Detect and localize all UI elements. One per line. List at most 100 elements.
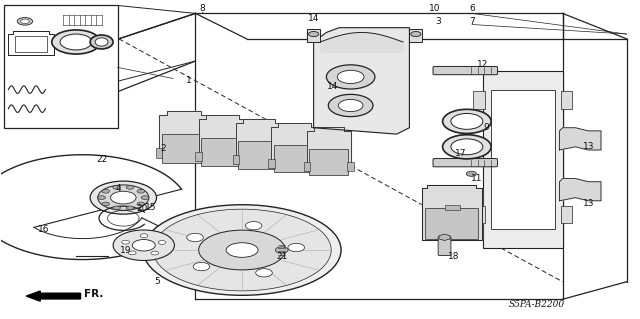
Text: 20: 20 [137, 204, 148, 213]
Circle shape [141, 196, 149, 199]
Text: 22: 22 [96, 155, 108, 164]
Circle shape [245, 222, 262, 230]
Ellipse shape [337, 70, 364, 84]
Text: 14: 14 [327, 82, 339, 91]
Ellipse shape [326, 65, 375, 89]
Circle shape [113, 185, 120, 189]
Bar [232, 155, 239, 164]
Ellipse shape [111, 191, 136, 204]
Bar [473, 91, 484, 109]
Text: 16: 16 [38, 225, 50, 234]
Circle shape [126, 185, 134, 189]
Circle shape [98, 196, 106, 199]
Ellipse shape [153, 209, 331, 291]
Bar [268, 159, 275, 168]
Bar [483, 70, 563, 249]
Ellipse shape [328, 94, 373, 117]
Ellipse shape [226, 243, 258, 257]
Ellipse shape [52, 30, 100, 54]
Circle shape [137, 189, 145, 193]
Text: 10: 10 [429, 4, 441, 13]
Text: 13: 13 [582, 199, 594, 208]
Bar [205, 148, 212, 158]
Circle shape [20, 19, 29, 24]
Text: 18: 18 [449, 252, 460, 261]
Ellipse shape [98, 185, 149, 210]
Text: 5: 5 [154, 277, 160, 286]
Ellipse shape [443, 135, 491, 159]
Circle shape [411, 32, 421, 37]
Text: 4: 4 [116, 184, 122, 193]
Polygon shape [271, 123, 317, 166]
Circle shape [275, 247, 288, 253]
Circle shape [137, 202, 145, 206]
Text: S5PA-B2200: S5PA-B2200 [509, 300, 565, 308]
Bar [238, 141, 280, 169]
Bar [4, 5, 118, 128]
Bar [195, 152, 202, 161]
Ellipse shape [443, 109, 491, 133]
FancyArrow shape [26, 291, 81, 301]
Text: 11: 11 [470, 174, 482, 183]
Ellipse shape [90, 35, 113, 49]
Polygon shape [159, 111, 209, 156]
Circle shape [308, 32, 319, 37]
Bar [426, 208, 477, 239]
Circle shape [288, 243, 305, 252]
Polygon shape [422, 185, 481, 241]
Text: 6: 6 [469, 4, 475, 13]
Bar [561, 91, 572, 109]
Text: 12: 12 [477, 60, 488, 69]
Bar [490, 90, 555, 229]
Circle shape [102, 189, 109, 193]
Polygon shape [559, 128, 601, 150]
Circle shape [17, 18, 33, 25]
Circle shape [193, 263, 210, 271]
Circle shape [140, 234, 148, 238]
Circle shape [113, 206, 120, 210]
Text: 15: 15 [145, 203, 157, 211]
Bar [309, 149, 349, 175]
Bar [473, 205, 484, 223]
Polygon shape [439, 234, 450, 241]
Circle shape [129, 251, 136, 255]
Text: 17: 17 [455, 149, 467, 158]
Circle shape [122, 240, 129, 244]
Polygon shape [314, 28, 410, 134]
Ellipse shape [451, 114, 483, 129]
Bar [561, 205, 572, 223]
Circle shape [256, 269, 272, 277]
FancyBboxPatch shape [433, 66, 497, 75]
Circle shape [151, 251, 159, 255]
Ellipse shape [132, 240, 156, 251]
Bar [15, 36, 47, 52]
Text: FR.: FR. [84, 289, 103, 300]
Bar [410, 29, 422, 42]
Text: 8: 8 [199, 4, 205, 13]
Text: 14: 14 [308, 14, 319, 23]
Polygon shape [559, 179, 601, 201]
Text: 13: 13 [582, 142, 594, 151]
Ellipse shape [198, 230, 285, 270]
Text: 1: 1 [186, 76, 192, 85]
Bar [156, 148, 163, 158]
Bar [348, 162, 354, 171]
Bar [314, 159, 321, 168]
Circle shape [467, 171, 476, 176]
Polygon shape [236, 119, 282, 162]
Circle shape [102, 202, 109, 206]
Bar [161, 134, 206, 163]
Ellipse shape [113, 230, 174, 261]
Bar [201, 137, 244, 166]
Bar [274, 145, 315, 172]
Ellipse shape [339, 100, 363, 112]
Ellipse shape [451, 139, 483, 155]
Ellipse shape [90, 181, 157, 214]
Bar [278, 155, 285, 164]
Ellipse shape [95, 38, 108, 46]
Text: 9: 9 [483, 123, 489, 132]
Text: 7: 7 [469, 17, 475, 26]
Polygon shape [198, 115, 246, 159]
Ellipse shape [60, 34, 92, 50]
Circle shape [126, 206, 134, 210]
